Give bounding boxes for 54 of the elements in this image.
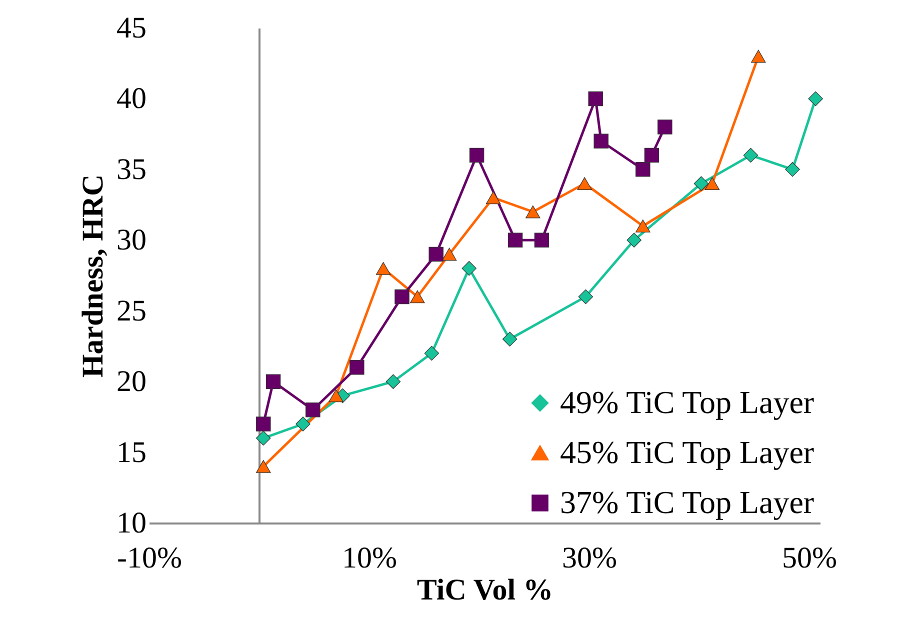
point <box>410 290 425 304</box>
x-tick-label: 10% <box>342 542 397 574</box>
point <box>704 177 720 190</box>
point <box>256 416 271 432</box>
point <box>577 177 592 190</box>
point <box>256 460 271 473</box>
point <box>808 91 823 106</box>
point <box>534 232 550 248</box>
point <box>743 148 758 163</box>
point <box>578 289 594 304</box>
point <box>376 262 391 275</box>
y-tick-label: 20 <box>116 365 146 398</box>
point <box>751 50 766 63</box>
y-tick-label: 40 <box>116 82 146 116</box>
x-axis-title: TiC Vol % <box>416 574 554 606</box>
point <box>442 248 457 261</box>
x-tick-label: -10% <box>117 542 182 574</box>
legend-label: 49% TiC Top Layer <box>560 384 814 420</box>
point <box>626 232 642 248</box>
legend-label: 45% TiC Top Layer <box>560 434 814 470</box>
x-tick-label: 30% <box>562 542 617 574</box>
x-tick-label: 50% <box>782 542 837 574</box>
point <box>428 246 444 262</box>
y-tick-label: 10 <box>116 506 146 540</box>
point <box>636 220 650 232</box>
point <box>424 346 440 361</box>
point <box>636 162 650 177</box>
point <box>526 205 540 218</box>
point <box>644 148 660 163</box>
y-tick-label: 30 <box>116 224 146 257</box>
point <box>296 416 310 432</box>
point <box>256 430 271 446</box>
point <box>508 232 523 248</box>
point <box>588 91 603 106</box>
y-tick-label: 35 <box>116 152 146 186</box>
point <box>486 191 501 204</box>
point <box>694 176 709 191</box>
point <box>350 360 364 375</box>
point <box>502 332 518 347</box>
point <box>394 289 410 304</box>
y-tick-label: 25 <box>116 294 146 328</box>
point <box>328 389 344 402</box>
point <box>594 134 608 149</box>
point <box>469 148 484 163</box>
legend-label: 37% TiC Top Layer <box>560 484 814 520</box>
y-tick-label: 45 <box>116 12 146 44</box>
point <box>785 162 800 177</box>
point <box>306 402 320 418</box>
y-tick-label: 15 <box>116 436 146 469</box>
y-axis-title: Hardness, HRC <box>76 174 110 378</box>
point <box>462 261 476 276</box>
point <box>266 374 281 389</box>
point <box>658 120 672 134</box>
point <box>386 374 401 389</box>
